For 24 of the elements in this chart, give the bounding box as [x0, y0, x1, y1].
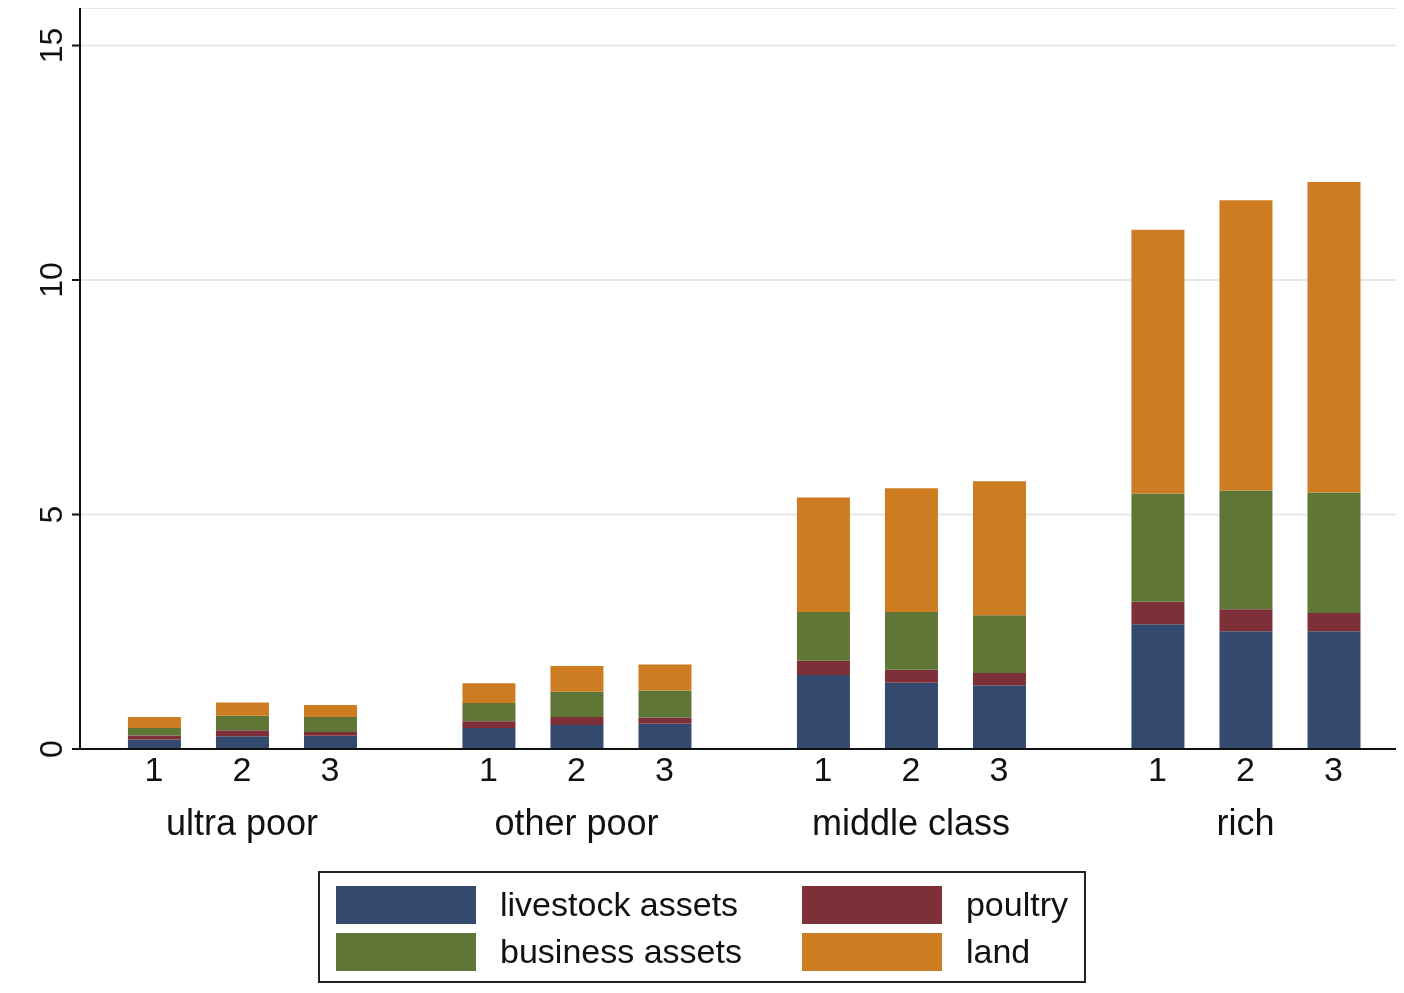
y-tick-label: 0 [33, 740, 69, 758]
y-tick-label: 15 [33, 27, 69, 64]
x-tick-label: 2 [232, 750, 252, 789]
text: other poor [494, 801, 659, 843]
x-tick-label: 3 [655, 750, 674, 789]
text: ultra poor [165, 801, 319, 843]
x-tick-label: 3 [989, 750, 1009, 789]
text: middle class [811, 801, 1011, 843]
x-tick-label: 3 [320, 750, 340, 789]
x-tick-label: 2 [567, 750, 586, 789]
x-tick-label: 1 [144, 750, 164, 789]
text: rich [1216, 801, 1275, 843]
x-tick-label: 1 [1147, 750, 1167, 789]
x-tick-label: 1 [813, 750, 833, 789]
legend-label: land [965, 932, 1031, 971]
x-tick-label: 3 [1324, 750, 1343, 789]
x-tick-label: 2 [1236, 750, 1255, 789]
legend-label: business assets [500, 932, 742, 971]
y-tick-label: 5 [33, 505, 69, 524]
x-tick-label: 1 [478, 750, 498, 789]
legend-label: livestock assets [500, 885, 739, 924]
legend-label: poultry [965, 885, 1068, 924]
y-tick-label: 10 [33, 262, 69, 298]
x-tick-label: 2 [901, 750, 921, 789]
